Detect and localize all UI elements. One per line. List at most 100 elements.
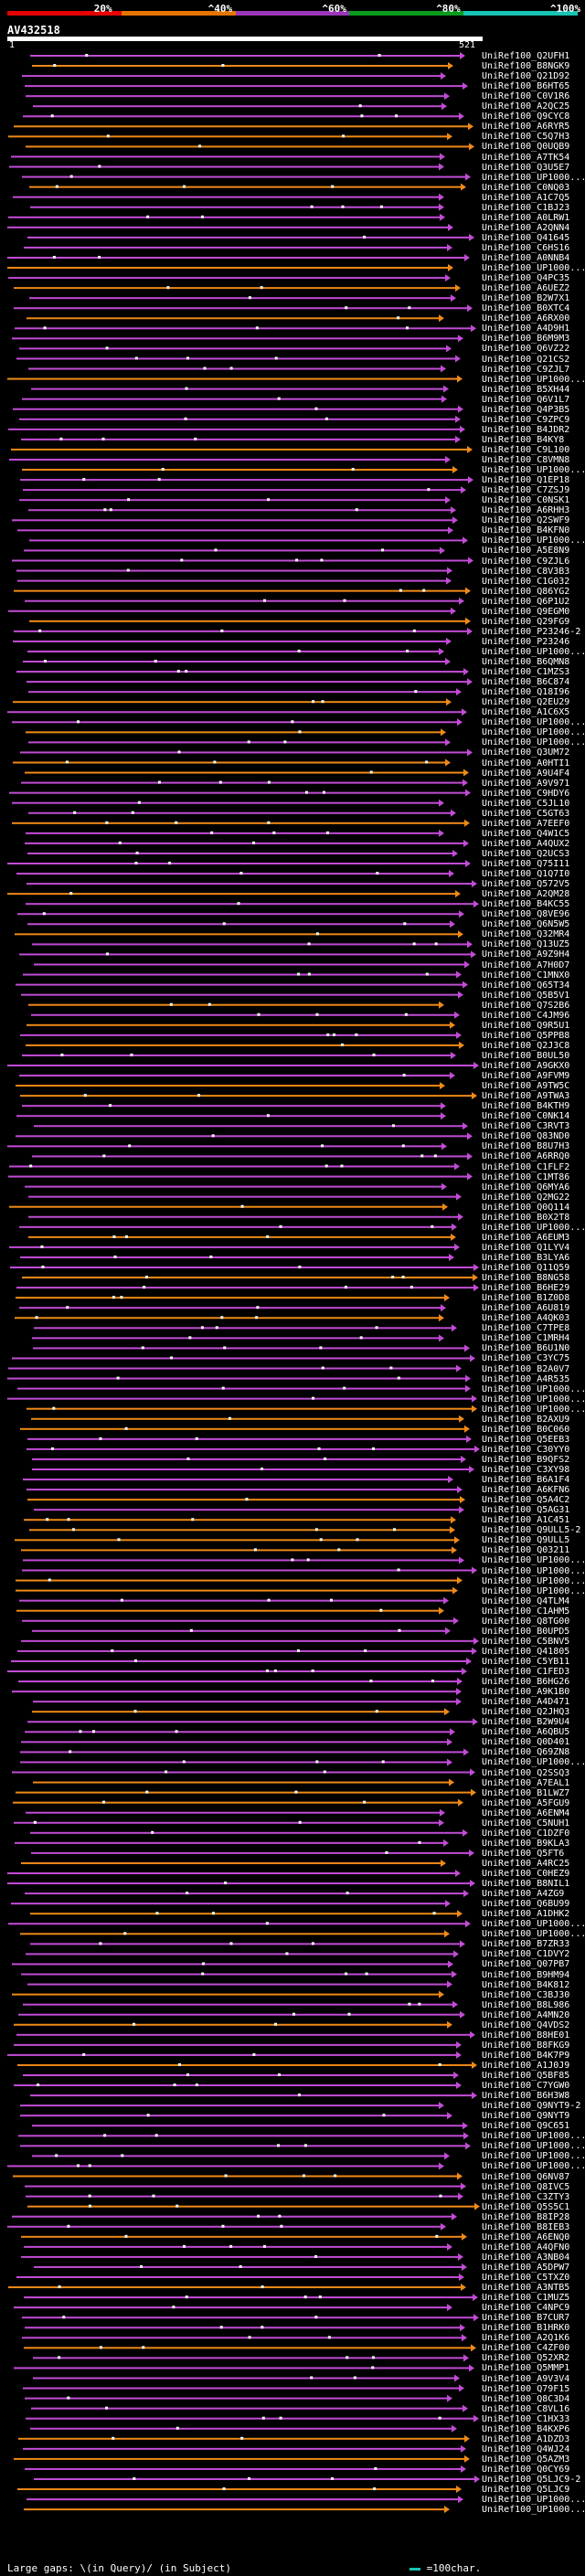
hit-label[interactable]: UniRef100_Q2JHQ3 [482,1707,570,1718]
hit-label[interactable]: UniRef100_A6RYR5 [482,122,570,133]
hit-label[interactable]: UniRef100_A6UEZ2 [482,283,570,294]
hit-label[interactable]: UniRef100_UP1000... [482,2151,585,2162]
hit-label[interactable]: UniRef100_A9V971 [482,778,570,789]
hit-label[interactable]: UniRef100_C8VMN8 [482,455,570,465]
hit-label[interactable]: UniRef100_B8NGK9 [482,61,570,72]
hit-label[interactable]: UniRef100_C3BJ30 [482,1989,570,2000]
hit-label[interactable]: UniRef100_C1MUZ5 [482,2293,570,2304]
hit-label[interactable]: UniRef100_C9ZPC9 [482,414,570,425]
hit-label[interactable]: UniRef100_Q9CYC8 [482,111,570,122]
hit-label[interactable]: UniRef100_C7ZSJ9 [482,485,570,496]
hit-label[interactable]: UniRef100_B0UL50 [482,1050,570,1061]
hit-label[interactable]: UniRef100_A1C6X5 [482,707,570,718]
hit-label[interactable]: UniRef100_B8IP28 [482,2211,570,2222]
hit-label[interactable]: UniRef100_UP1000... [482,535,585,546]
hit-label[interactable]: UniRef100_Q3UM72 [482,747,570,758]
hit-label[interactable]: UniRef100_B7CUR7 [482,2313,570,2324]
hit-label[interactable]: UniRef100_B6M9M3 [482,334,570,345]
hit-label[interactable]: UniRef100_UP1000... [482,717,585,728]
hit-label[interactable]: UniRef100_C6HS16 [482,242,570,253]
hit-label[interactable]: UniRef100_Q5B5V1 [482,990,570,1001]
hit-label[interactable]: UniRef100_A1DHK2 [482,1909,570,1920]
hit-label[interactable]: UniRef100_Q7S2B6 [482,1000,570,1011]
hit-label[interactable]: UniRef100_Q21D92 [482,71,570,82]
hit-label[interactable]: UniRef100_Q1EP18 [482,475,570,486]
hit-label[interactable]: UniRef100_C3XY98 [482,1465,570,1475]
hit-label[interactable]: UniRef100_UP1000... [482,374,585,385]
hit-label[interactable]: UniRef100_UP1000... [482,1404,585,1415]
hit-label[interactable]: UniRef100_UP1000... [482,1585,585,1596]
hit-label[interactable]: UniRef100_Q9EGM0 [482,606,570,617]
hit-label[interactable]: UniRef100_C7YGW0 [482,2081,570,2092]
hit-label[interactable]: UniRef100_B7ZR33 [482,1939,570,1950]
hit-label[interactable]: UniRef100_B0XTC4 [482,303,570,314]
hit-label[interactable]: UniRef100_C30YY0 [482,1444,570,1455]
hit-label[interactable]: UniRef100_UP1000... [482,1394,585,1405]
hit-label[interactable]: UniRef100_A4QK03 [482,1313,570,1324]
hit-label[interactable]: UniRef100_Q2UFH1 [482,51,570,61]
hit-label[interactable]: UniRef100_B6H3W8 [482,2091,570,2102]
hit-label[interactable]: UniRef100_Q9ULL5 [482,1535,570,1546]
hit-label[interactable]: UniRef100_A1DZD3 [482,2433,570,2444]
hit-label[interactable]: UniRef100_B8IEB3 [482,2221,570,2232]
hit-label[interactable]: UniRef100_Q0Q114 [482,1202,570,1213]
hit-label[interactable]: UniRef100_Q79F15 [482,2383,570,2394]
hit-label[interactable]: UniRef100_UP1000... [482,2131,585,2142]
hit-label[interactable]: UniRef100_Q5EEB3 [482,1434,570,1445]
hit-label[interactable]: UniRef100_C5JL10 [482,798,570,809]
hit-label[interactable]: UniRef100_Q11Q59 [482,1263,570,1273]
hit-label[interactable]: UniRef100_A6EUM3 [482,1232,570,1243]
hit-label[interactable]: UniRef100_Q9NYT9-2 [482,2101,581,2112]
hit-label[interactable]: UniRef100_Q18I96 [482,687,570,698]
hit-label[interactable]: UniRef100_C4ZF00 [482,2343,570,2354]
hit-label[interactable]: UniRef100_A7EAL1 [482,1777,570,1788]
hit-label[interactable]: UniRef100_C8V3B3 [482,566,570,577]
hit-label[interactable]: UniRef100_A7H0D7 [482,959,570,970]
hit-label[interactable]: UniRef100_B8HE01 [482,2030,570,2041]
hit-label[interactable]: UniRef100_Q4P3B5 [482,404,570,415]
hit-label[interactable]: UniRef100_C5BNV5 [482,1636,570,1647]
hit-label[interactable]: UniRef100_C3ZTY3 [482,2191,570,2202]
hit-label[interactable]: UniRef100_B9KLA3 [482,1838,570,1849]
hit-label[interactable]: UniRef100_A6RX00 [482,313,570,324]
hit-label[interactable]: UniRef100_UP1000... [482,2161,585,2172]
hit-label[interactable]: UniRef100_A6QBU5 [482,1727,570,1738]
hit-label[interactable]: UniRef100_C0NQ03 [482,182,570,193]
hit-label[interactable]: UniRef100_C9HDY6 [482,788,570,799]
hit-label[interactable]: UniRef100_B6C874 [482,677,570,688]
hit-label[interactable]: UniRef100_A9Z9H4 [482,949,570,960]
hit-label[interactable]: UniRef100_B4K7P9 [482,2050,570,2061]
hit-label[interactable]: UniRef100_UP1000... [482,172,585,183]
hit-label[interactable]: UniRef100_A6RRQ0 [482,1151,570,1162]
hit-label[interactable]: UniRef100_Q6BU99 [482,1899,570,1910]
hit-label[interactable]: UniRef100_Q5LJC9 [482,2485,570,2496]
hit-label[interactable]: UniRef100_C0HEZ9 [482,1869,570,1879]
hit-label[interactable]: UniRef100_B1Z0D8 [482,1293,570,1304]
hit-label[interactable]: UniRef100_A4QFN0 [482,2242,570,2253]
hit-label[interactable]: UniRef100_B4KFN0 [482,525,570,536]
hit-label[interactable]: UniRef100_Q29FG9 [482,616,570,627]
hit-label[interactable]: UniRef100_A9V3V4 [482,2373,570,2384]
hit-label[interactable]: UniRef100_Q21CS2 [482,354,570,365]
hit-label[interactable]: UniRef100_B0X2T8 [482,1212,570,1223]
hit-label[interactable]: UniRef100_Q75I11 [482,859,570,869]
hit-label[interactable]: UniRef100_Q5LJC9-2 [482,2475,581,2485]
hit-label[interactable]: UniRef100_B9HM94 [482,1969,570,1980]
hit-label[interactable]: UniRef100_Q5PPB8 [482,1030,570,1041]
hit-label[interactable]: UniRef100_UP1000... [482,1919,585,1930]
hit-label[interactable]: UniRef100_UP1000... [482,1929,585,1940]
hit-label[interactable]: UniRef100_Q572V5 [482,879,570,890]
hit-label[interactable]: UniRef100_Q0D401 [482,1737,570,1748]
hit-label[interactable]: UniRef100_A5FGU9 [482,1797,570,1808]
hit-label[interactable]: UniRef100_Q8VE96 [482,909,570,920]
hit-label[interactable]: UniRef100_UP1000... [482,465,585,476]
hit-label[interactable]: UniRef100_UP1000... [482,1383,585,1394]
hit-label[interactable]: UniRef100_A9FVM9 [482,1071,570,1082]
hit-label[interactable]: UniRef100_Q5A4C2 [482,1495,570,1506]
hit-label[interactable]: UniRef100_A3NB04 [482,2252,570,2263]
hit-label[interactable]: UniRef100_Q5AG31 [482,1505,570,1516]
hit-label[interactable]: UniRef100_B5XH44 [482,384,570,395]
hit-label[interactable]: UniRef100_Q0UQB9 [482,142,570,153]
hit-label[interactable]: UniRef100_C3RVT3 [482,1121,570,1132]
hit-label[interactable]: UniRef100_Q2SSQ3 [482,1767,570,1778]
